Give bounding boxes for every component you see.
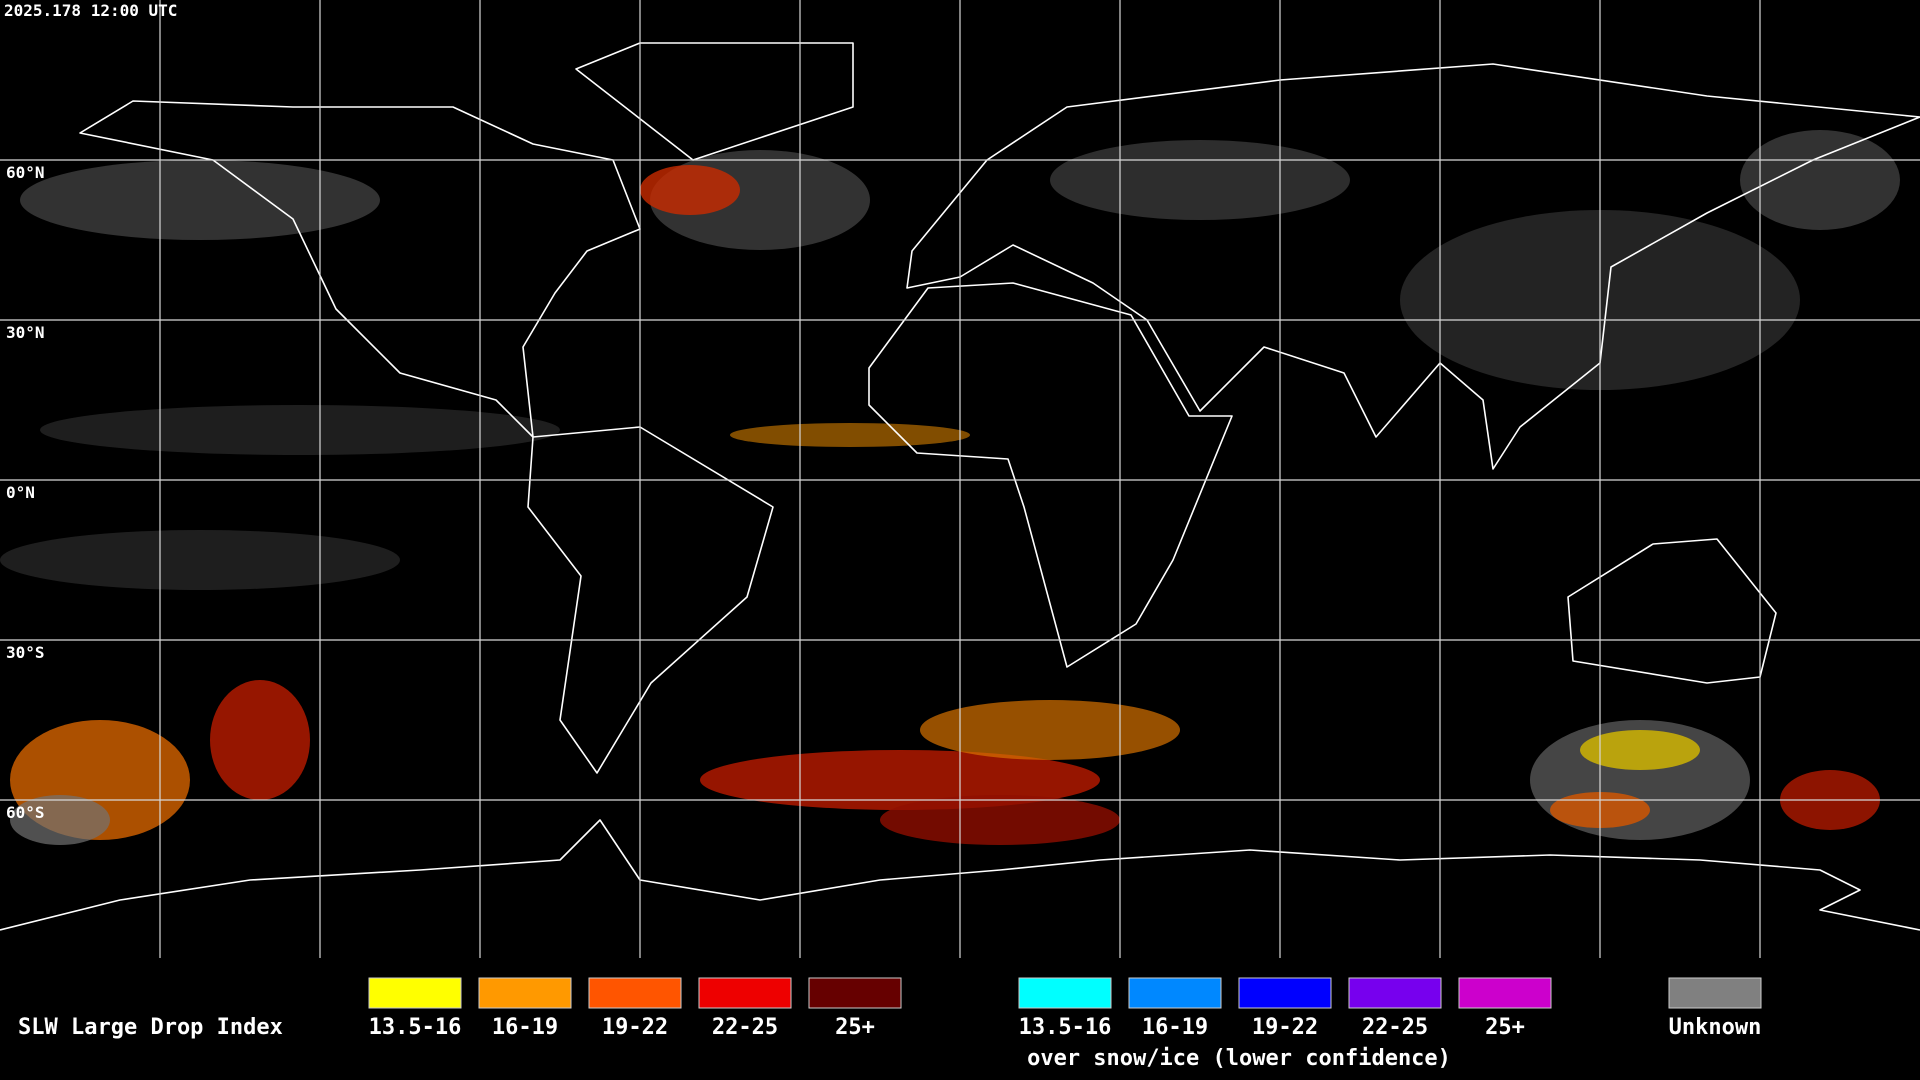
legend-label: 25+: [835, 1015, 875, 1040]
coastline: [0, 819, 1920, 931]
legend-swatch: [1668, 977, 1762, 1009]
legend-panel: [0, 958, 1920, 1080]
latitude-label: 30°S: [6, 643, 45, 662]
cloud: [10, 795, 110, 845]
legend-label: 13.5-16: [1019, 1015, 1112, 1040]
legend-label: 19-22: [602, 1015, 668, 1040]
latitude-label: 60°N: [6, 163, 45, 182]
cloud-field: [0, 130, 1900, 845]
cloud: [640, 165, 740, 215]
cloud: [0, 530, 400, 590]
legend-title: SLW Large Drop Index: [18, 1015, 283, 1040]
legend-swatch: [1018, 977, 1112, 1009]
cloud: [730, 423, 970, 447]
coastline: [868, 282, 1233, 668]
legend-label: 22-25: [712, 1015, 778, 1040]
legend-label: 22-25: [1362, 1015, 1428, 1040]
legend-label: 25+: [1485, 1015, 1525, 1040]
coastline: [1567, 538, 1777, 684]
legend-swatch: [1238, 977, 1332, 1009]
legend-swatch: [588, 977, 682, 1009]
legend-swatch: [1128, 977, 1222, 1009]
cloud: [1580, 730, 1700, 770]
snow-ice-note: over snow/ice (lower confidence): [1027, 1046, 1451, 1071]
latitude-label: 30°N: [6, 323, 45, 342]
legend-label: 16-19: [1142, 1015, 1208, 1040]
cloud: [1050, 140, 1350, 220]
cloud: [210, 680, 310, 800]
timestamp: 2025.178 12:00 UTC: [4, 1, 177, 20]
legend-swatch: [478, 977, 572, 1009]
cloud: [880, 795, 1120, 845]
graticule: [0, 0, 1920, 958]
coastline: [79, 100, 641, 438]
cloud: [40, 405, 560, 455]
legend-swatch: [808, 977, 902, 1009]
legend-swatch: [1348, 977, 1442, 1009]
legend-swatch: [1458, 977, 1552, 1009]
legend-swatch: [368, 977, 462, 1009]
cloud: [920, 700, 1180, 760]
legend-label: Unknown: [1669, 1015, 1762, 1040]
coastline: [575, 42, 854, 161]
latitude-label: 0°N: [6, 483, 35, 502]
coastline: [527, 426, 774, 774]
legend-swatch: [698, 977, 792, 1009]
cloud: [20, 160, 380, 240]
legend-label: 13.5-16: [369, 1015, 462, 1040]
legend-label: 16-19: [492, 1015, 558, 1040]
cloud: [1740, 130, 1900, 230]
legend-label: 19-22: [1252, 1015, 1318, 1040]
latitude-label: 60°S: [6, 803, 45, 822]
